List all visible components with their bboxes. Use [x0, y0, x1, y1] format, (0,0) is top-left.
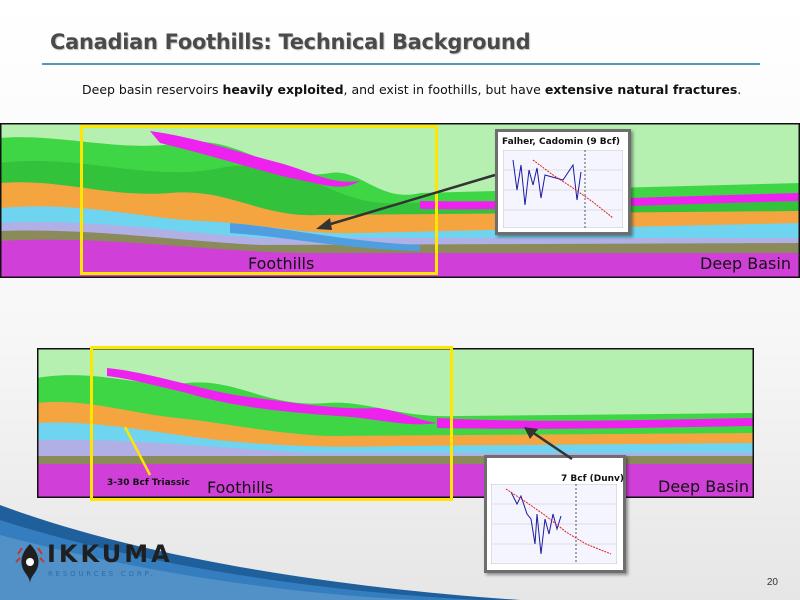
- slide-title: Canadian Foothills: Technical Background: [50, 30, 531, 54]
- cross-section-top: [0, 123, 800, 278]
- foothills-highlight-box-bottom: [90, 346, 453, 501]
- inset-title-top: Falher, Cadomin (9 Bcf): [502, 137, 620, 147]
- deep-basin-label-bottom: Deep Basin: [658, 477, 749, 496]
- deep-basin-label-top: Deep Basin: [700, 254, 791, 273]
- callout-line: [123, 426, 152, 476]
- triassic-callout: 3-30 Bcf Triassic: [107, 478, 190, 488]
- arrow-bottom: [524, 427, 573, 461]
- foothills-label-top: Foothills: [248, 254, 315, 273]
- foothills-label-bottom: Foothills: [207, 478, 274, 497]
- decline-plot-top: [503, 150, 623, 228]
- ikkuma-logo-icon: [15, 544, 45, 584]
- logo-name: IKKUMA: [47, 540, 173, 568]
- decline-plot-inset-top: Falher, Cadomin (9 Bcf): [495, 129, 631, 235]
- slide-subtitle: Deep basin reservoirs heavily exploited,…: [82, 82, 742, 97]
- background-swoosh: [0, 505, 520, 600]
- foothills-highlight-box-top: [80, 125, 438, 275]
- title-divider: [42, 63, 760, 65]
- decline-plot-inset-bottom: 7 Bcf (Dunv): [484, 455, 626, 573]
- cross-section-top-graphic: [0, 123, 800, 278]
- logo-tagline: RESOURCES CORP.: [48, 570, 156, 578]
- inset-title-bottom: 7 Bcf (Dunv): [561, 474, 625, 484]
- decline-plot-bottom: [491, 484, 617, 564]
- arrow-top: [316, 173, 496, 230]
- page-number: 20: [766, 577, 778, 588]
